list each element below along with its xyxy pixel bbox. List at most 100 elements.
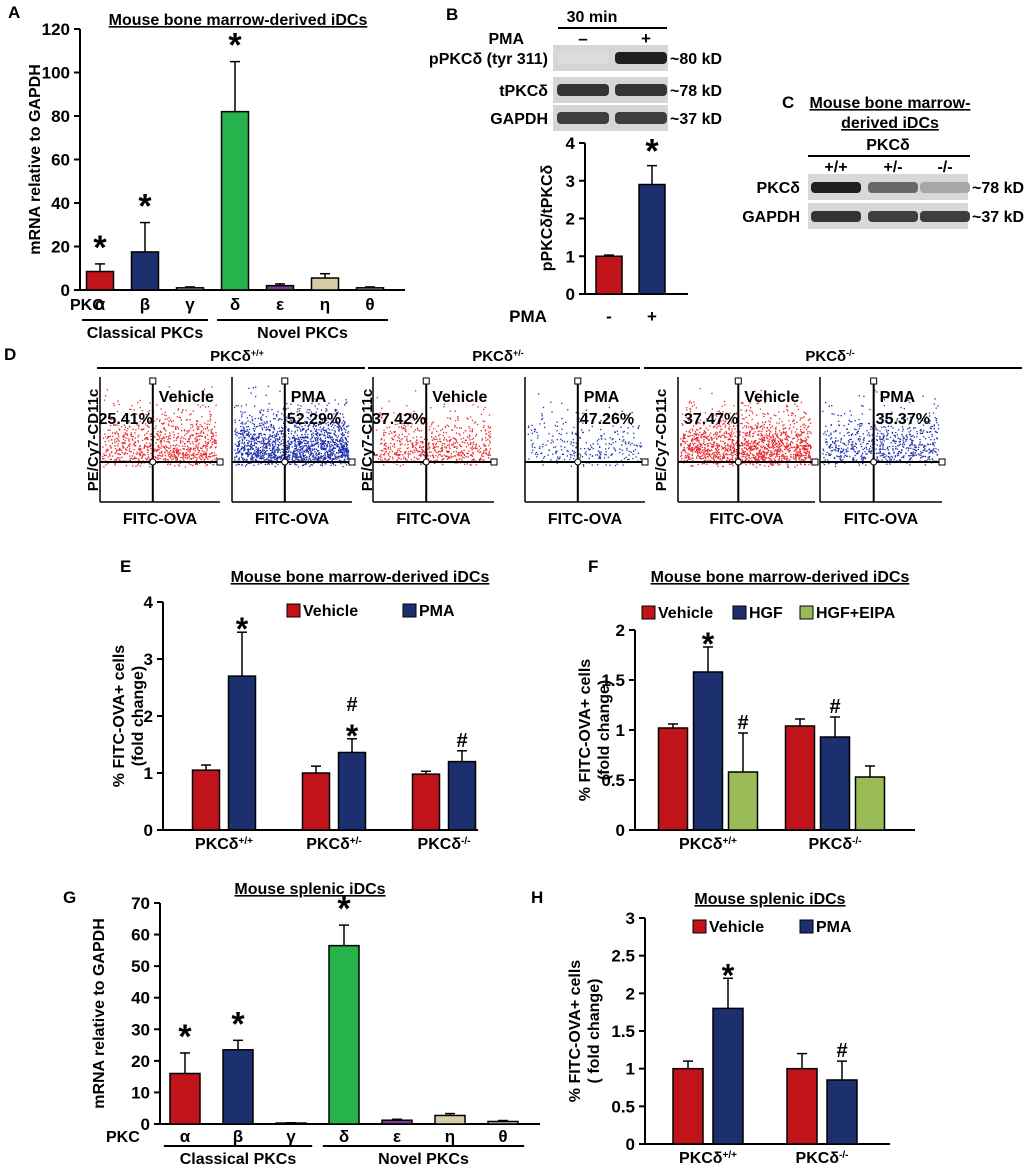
flow-point <box>334 443 336 445</box>
flow-point <box>441 449 443 451</box>
flow-gate-center <box>422 458 430 466</box>
flow-point <box>689 448 691 450</box>
flow-point <box>107 456 109 458</box>
flow-point <box>251 456 253 458</box>
flow-point <box>337 446 339 448</box>
flow-point <box>133 445 136 447</box>
flow-point <box>428 448 430 450</box>
flow-point <box>706 418 708 420</box>
flow-point <box>263 443 265 445</box>
flow-point <box>169 447 171 449</box>
flow-point <box>194 456 196 458</box>
flow-point <box>325 448 327 450</box>
flow-point <box>715 436 717 438</box>
flow-point <box>207 438 209 441</box>
flow-point <box>160 441 163 443</box>
flow-point <box>472 453 474 455</box>
flow-point <box>456 462 458 464</box>
flow-point <box>331 438 333 440</box>
flow-point <box>448 457 450 459</box>
flow-point <box>118 440 120 442</box>
flow-point <box>251 418 253 420</box>
flow-point <box>445 447 447 449</box>
flow-point <box>235 404 237 407</box>
flow-point <box>319 437 322 440</box>
flow-point <box>157 456 159 458</box>
flow-point <box>202 431 204 433</box>
flow-point <box>734 453 736 456</box>
blot-b-band <box>557 84 609 96</box>
flow-point <box>763 426 766 428</box>
flow-point <box>304 436 306 439</box>
flow-point <box>323 448 325 451</box>
flow-point <box>321 433 323 435</box>
flow-point <box>476 450 479 452</box>
flow-point <box>684 450 686 452</box>
flow-point <box>776 453 778 455</box>
flow-point <box>795 459 797 461</box>
flow-point <box>254 405 256 407</box>
flow-point <box>460 427 462 429</box>
flow-point <box>299 450 302 452</box>
flow-point <box>582 412 584 414</box>
flow-point <box>213 455 215 457</box>
flow-point <box>287 440 289 442</box>
flow-point <box>481 455 483 457</box>
flow-point <box>129 434 132 436</box>
flow-point <box>707 453 709 455</box>
flow-point <box>323 441 325 443</box>
flow-point <box>749 409 751 412</box>
flow-point <box>294 448 296 450</box>
flow-point <box>241 416 243 418</box>
flow-point <box>157 446 159 448</box>
flow-point <box>441 455 444 457</box>
flow-point <box>625 442 627 445</box>
flow-point <box>312 425 315 427</box>
flow-point <box>129 455 131 457</box>
flow-point <box>437 440 439 443</box>
flow-point <box>310 443 313 445</box>
flow-point <box>274 455 276 458</box>
flow-point <box>164 428 166 431</box>
flow-point <box>786 463 788 465</box>
flow-point <box>750 425 752 428</box>
flow-point <box>730 463 732 465</box>
flow-point <box>296 449 299 451</box>
flow-point <box>420 455 422 457</box>
flow-point <box>391 450 393 453</box>
flow-point <box>771 442 773 444</box>
flow-point <box>376 397 378 399</box>
flow-point <box>385 431 387 434</box>
flow-point <box>704 450 706 452</box>
flow-point <box>327 436 329 438</box>
flow-point <box>583 448 586 450</box>
flow-point <box>176 450 178 452</box>
flow-point <box>261 437 263 439</box>
flow-point <box>130 432 132 434</box>
flow-point <box>728 427 730 429</box>
flow-point <box>252 436 254 438</box>
flow-point <box>745 425 748 427</box>
panel-a-bar-3 <box>175 287 205 291</box>
flow-point <box>178 453 180 455</box>
flow-point <box>170 454 172 456</box>
flow-point <box>699 388 701 390</box>
flow-point <box>432 421 434 423</box>
flow-point <box>296 456 298 458</box>
flow-point <box>102 446 104 448</box>
flow-point <box>148 458 150 460</box>
flow-point <box>118 436 120 438</box>
flow-point <box>281 426 283 428</box>
flow-point <box>696 437 698 439</box>
flow-point <box>182 445 184 447</box>
flow-point <box>138 448 140 450</box>
flow-point <box>715 456 717 458</box>
flow-point <box>563 441 566 443</box>
flow-point <box>605 443 607 445</box>
flow-point <box>764 439 766 442</box>
flow-point <box>178 449 180 451</box>
flow-point <box>249 414 251 417</box>
panel-a-y-tick-label: 20 <box>51 238 70 257</box>
flow-point <box>251 435 253 437</box>
flow-point <box>290 433 292 435</box>
